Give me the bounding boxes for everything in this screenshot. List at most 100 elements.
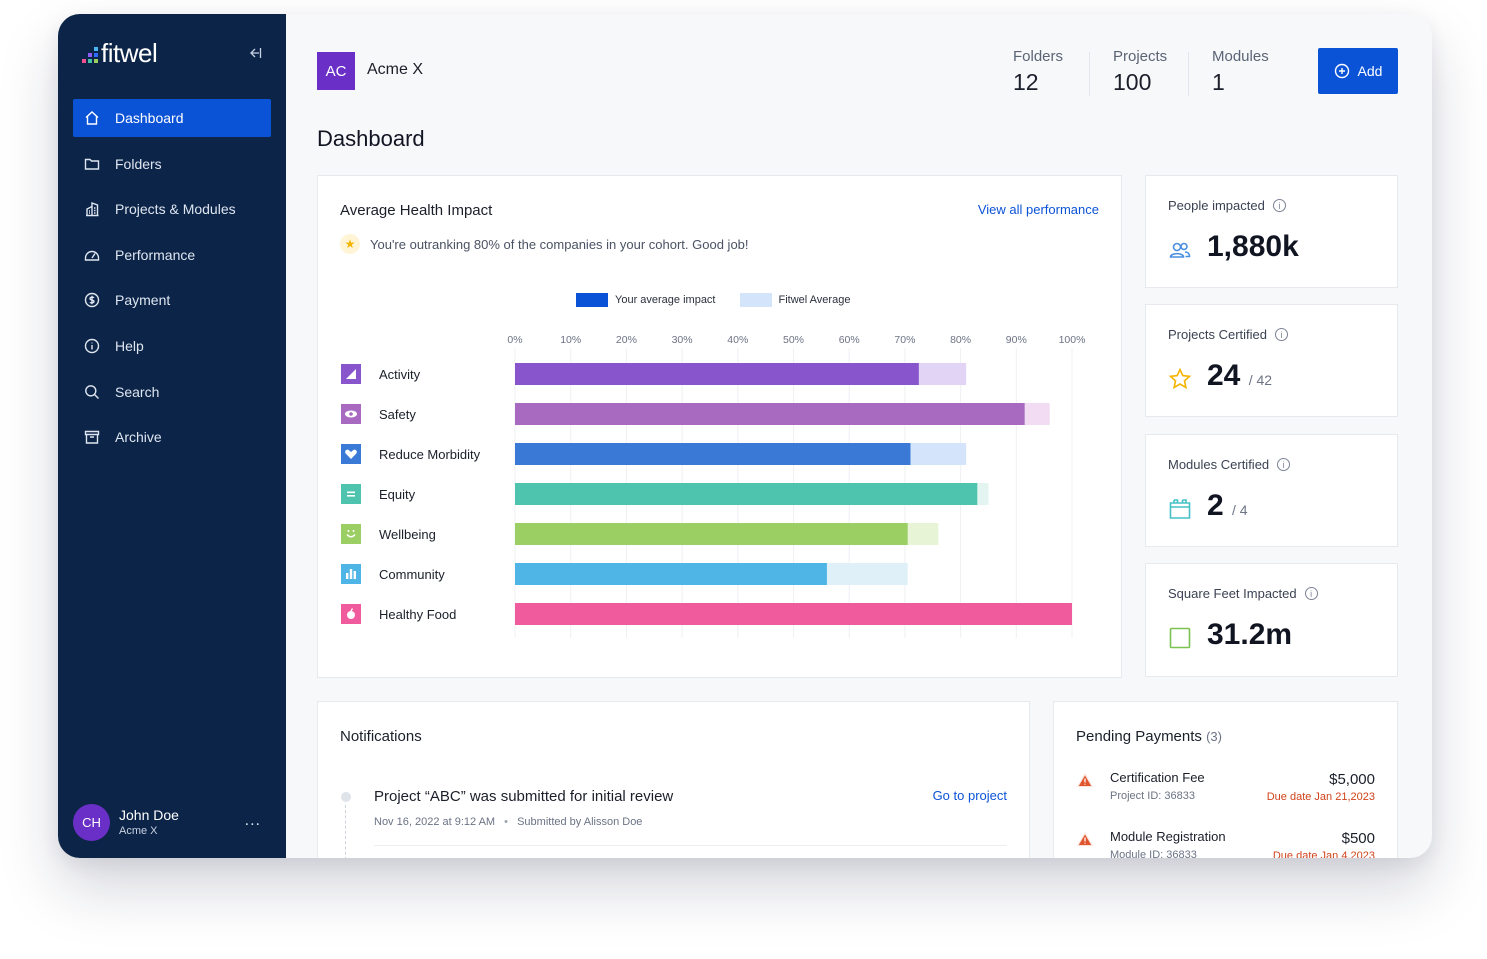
kpi-label-text: Projects Certified [1168,327,1267,342]
category-label: Community [379,567,445,582]
sidebar-item-archive[interactable]: Archive [73,418,271,456]
kpi-value-text: 1,880k [1207,230,1299,263]
payment-due-date: Due date Jan 21,2023 [1266,791,1375,803]
x-tick-label: 100% [1059,334,1086,346]
kpi-label: Projects Certified i [1168,327,1288,342]
x-tick-label: 0% [507,334,522,346]
stat-label: Folders [1013,48,1064,65]
notifications-card: Notifications Project “ABC” was submitte… [317,701,1030,858]
kpi-value: 2 / 4 [1207,489,1248,523]
sidebar-item-search[interactable]: Search [73,373,271,411]
stat-value: 100 [1113,69,1152,95]
sidebar-item-performance[interactable]: Performance [73,236,271,274]
card-title: Notifications [340,728,422,745]
payment-name: Certification Fee [1110,770,1205,785]
stat-divider [1188,52,1189,96]
home-icon [84,110,100,126]
info-icon[interactable]: i [1272,199,1286,212]
notification-submitter: Submitted by Alisson Doe [517,816,643,828]
more-menu-icon[interactable]: ... [244,812,261,829]
stat-value: 12 [1013,69,1039,95]
bar-your-impact [515,363,919,385]
sidebar-item-label: Archive [115,429,162,446]
kpi-label: Modules Certified i [1168,457,1291,472]
view-all-performance-link[interactable]: View all performance [977,202,1099,217]
module-icon [1168,497,1192,521]
search-icon [84,384,100,400]
pending-payments-card: Pending Payments (3) Certification Fee P… [1053,701,1398,858]
kpi-value: 1,880k [1207,230,1299,264]
go-to-project-link[interactable]: Go to project [932,788,1007,803]
payment-row[interactable]: Certification Fee Project ID: 36833 $5,0… [1076,770,1375,810]
add-button-label: Add [1357,63,1383,79]
category-label: Reduce Morbidity [379,447,481,462]
payment-id: Module ID: 36833 [1110,849,1197,858]
card-title-text: Pending Payments [1076,728,1202,745]
legend-swatch [739,293,772,307]
stat-divider [1089,52,1090,96]
legend-entry-fitwel-average: Fitwel Average [739,293,851,307]
star-icon: ★ [340,234,360,254]
plus-circle-icon [1334,63,1349,79]
legend-label: Fitwel Average [778,294,851,306]
collapse-left-icon[interactable] [248,46,266,62]
category-label: Equity [379,487,416,502]
square-icon [1168,626,1192,650]
kpi-label: Square Feet Impacted i [1168,586,1318,601]
stat-label: Projects [1113,48,1168,65]
sidebar-item-label: Performance [115,246,196,263]
stat-folders: Folders 12 [1013,48,1063,96]
stat-modules: Modules 1 [1212,48,1269,96]
sidebar-item-folders[interactable]: Folders [73,145,271,183]
legend-label: Your average impact [615,294,716,306]
apple-icon [341,604,361,624]
user-profile[interactable]: CH John Doe Acme X ... [73,802,271,842]
info-icon[interactable]: i [1277,458,1291,471]
add-button[interactable]: Add [1318,48,1398,94]
heart-icon [341,444,361,464]
sidebar: fitwel Dashboard Folders Projects & Modu… [58,14,286,858]
folder-icon [84,156,100,172]
org-name[interactable]: Acme X [367,61,424,78]
sidebar-item-projects-modules[interactable]: Projects & Modules [73,190,271,228]
building-icon [84,201,100,217]
timeline-line [345,805,346,858]
logo-mark-icon [82,47,98,63]
sidebar-item-label: Dashboard [115,110,184,126]
payment-row[interactable]: Module Registration Module ID: 36833 $50… [1076,829,1375,858]
activity-icon [341,364,361,384]
equity-icon [341,484,361,504]
stat-value: 1 [1212,69,1225,95]
app-window: fitwel Dashboard Folders Projects & Modu… [58,14,1432,858]
category-label: Activity [379,367,421,382]
x-tick-label: 30% [672,334,693,346]
sidebar-item-dashboard[interactable]: Dashboard [73,99,271,137]
x-tick-label: 60% [839,334,860,346]
outrank-text: You're outranking 80% of the companies i… [370,236,749,252]
x-tick-label: 70% [894,334,915,346]
kpi-projects-certified: Projects Certified i 24 / 42 [1145,304,1398,417]
sidebar-item-payment[interactable]: Payment [73,281,271,319]
legend-entry-your-impact: Your average impact [576,293,716,307]
sidebar-item-label: Search [115,383,160,400]
info-icon[interactable]: i [1274,328,1288,341]
timeline-dot [341,792,351,802]
category-label: Healthy Food [379,607,456,622]
logo-text: fitwel [101,38,158,68]
avatar: CH [73,803,110,841]
kpi-value: 31.2m [1207,618,1292,652]
x-tick-label: 90% [1006,334,1027,346]
sidebar-item-help[interactable]: Help [73,327,271,365]
bar-your-impact [515,603,1072,625]
kpi-value: 24 / 42 [1207,359,1272,393]
health-impact-chart: 0% 10% 20% 30% 40% 50% 60% 70% 80% 90% 100% Activit… [341,334,1086,638]
eye-icon [341,404,361,424]
archive-icon [84,429,100,445]
fitwel-logo[interactable]: fitwel [82,38,158,68]
card-title: Pending Payments (3) [1076,728,1222,745]
smile-icon [341,524,361,544]
info-icon[interactable]: i [1304,587,1318,600]
kpi-label-text: Square Feet Impacted [1168,586,1297,601]
average-health-impact-card: Average Health Impact View all performan… [317,175,1122,678]
payment-amount: $5,000 [1329,771,1375,788]
